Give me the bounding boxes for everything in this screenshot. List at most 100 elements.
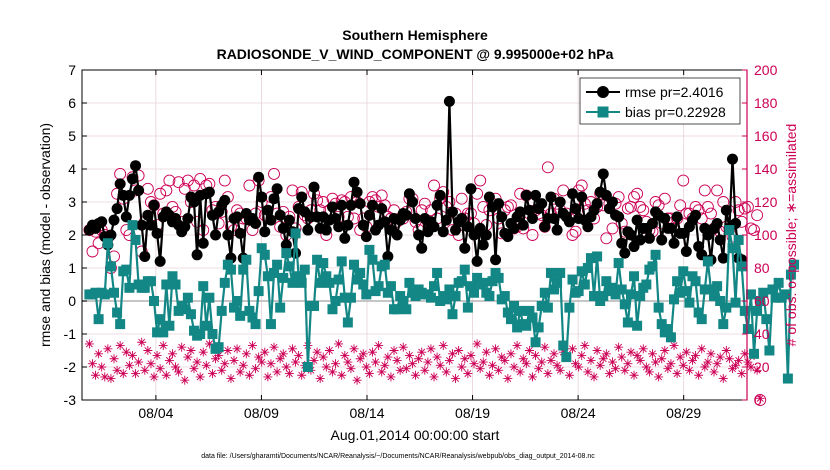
obs-assimilated-marker [414,354,424,364]
bias-marker [635,291,646,302]
obs-assimilated-marker [195,372,205,382]
rmse-marker [197,237,209,249]
bias-marker [733,234,744,245]
obs-assimilated-star [512,341,522,351]
bias-marker [293,271,304,282]
obs-assimilated-star [106,374,116,384]
bias-marker [278,272,289,283]
obs-assimilated-marker [487,360,497,370]
obs-assimilated-marker [127,350,137,360]
obs-assimilated-marker [746,362,756,372]
bias-marker [256,243,267,254]
y-tick-label: 3 [68,194,76,210]
rmse-marker [336,199,348,211]
obs-assimilated-star [263,372,273,382]
obs-assimilated-star [312,347,322,357]
bias-marker [324,277,335,288]
obs-possible-marker [474,174,487,187]
obs-assimilated-marker [654,372,664,382]
bias-marker [721,302,732,313]
bias-marker [232,296,243,306]
obs-assimilated-marker [207,369,217,379]
bias-marker [785,269,796,280]
obs-assimilated-marker [340,350,350,360]
bias-marker [705,284,716,295]
y2-tick-label: 200 [754,62,778,78]
bias-marker [656,319,667,330]
bias-marker [585,253,596,264]
rmse-marker [182,213,194,224]
bias-marker [542,302,553,313]
rmse-marker [274,209,286,221]
rmse-marker [354,198,366,210]
obs-assimilated-star [660,346,670,355]
rmse-marker [262,204,274,216]
bias-marker [770,292,781,303]
obs-possible-marker [738,202,751,215]
obs-assimilated-star [97,362,107,372]
obs-assimilated-star [552,360,562,370]
obs-assimilated-star [454,346,464,355]
obs-assimilated-marker [534,364,544,374]
bias-marker [592,251,603,262]
obs-assimilated-star [251,364,261,374]
obs-assimilated-marker [106,374,116,384]
obs-assimilated-star [451,374,461,384]
obs-assimilated-marker [278,349,288,359]
obs-assimilated-marker [272,367,282,377]
bias-marker [515,305,526,316]
rmse-marker [480,229,492,241]
bias-marker [555,267,566,278]
obs-assimilated-star [706,349,716,359]
obs-assimilated-markers [84,337,765,403]
obs-assimilated-marker [91,370,101,380]
y2-tick-label: 180 [754,95,778,111]
rmse-marker [551,224,563,236]
rmse-marker [428,221,440,233]
obs-assimilated-marker [407,359,417,369]
bias-marker [327,304,338,315]
obs-assimilated-marker [592,346,602,355]
obs-assimilated-marker [238,360,248,370]
obs-possible-marker [751,209,764,222]
obs-assimilated-star [746,362,756,372]
obs-assimilated-marker [678,360,688,370]
bias-marker [755,296,766,306]
obs-assimilated-marker [343,357,353,367]
obs-assimilated-star [167,349,177,359]
obs-assimilated-marker [666,359,676,369]
obs-assimilated-marker [454,346,464,355]
obs-assimilated-star [466,350,476,360]
obs-assimilated-star [294,350,304,360]
obs-assimilated-star [617,352,627,362]
obs-assimilated-marker [174,367,184,377]
rmse-marker [333,221,345,233]
bias-marker [773,277,784,288]
obs-possible-marker [194,172,207,185]
bias-marker [709,291,720,302]
obs-assimilated-star [604,369,614,379]
obs-assimilated-star [709,367,719,377]
bias-marker [561,352,572,363]
bias-marker [672,276,683,287]
obs-assimilated-star [346,364,356,374]
rmse-marker [290,247,302,259]
obs-assimilated-marker [401,364,411,374]
rmse-marker [259,226,271,238]
rmse-marker [342,219,354,231]
obs-possible-marker [428,179,440,192]
obs-assimilated-star [380,360,390,370]
obs-assimilated-star [481,347,491,357]
obs-assimilated-star [364,369,374,379]
obs-assimilated-star [494,365,504,375]
rmse-marker [440,214,452,226]
rmse-marker [690,209,702,221]
obs-assimilated-star [651,357,661,367]
obs-assimilated-marker [601,349,611,359]
rmse-marker [179,221,191,233]
bias-marker [536,300,547,311]
bias-marker [527,312,538,323]
obs-assimilated-star [478,357,488,367]
rmse-marker [570,203,582,215]
rmse-marker [496,211,508,223]
